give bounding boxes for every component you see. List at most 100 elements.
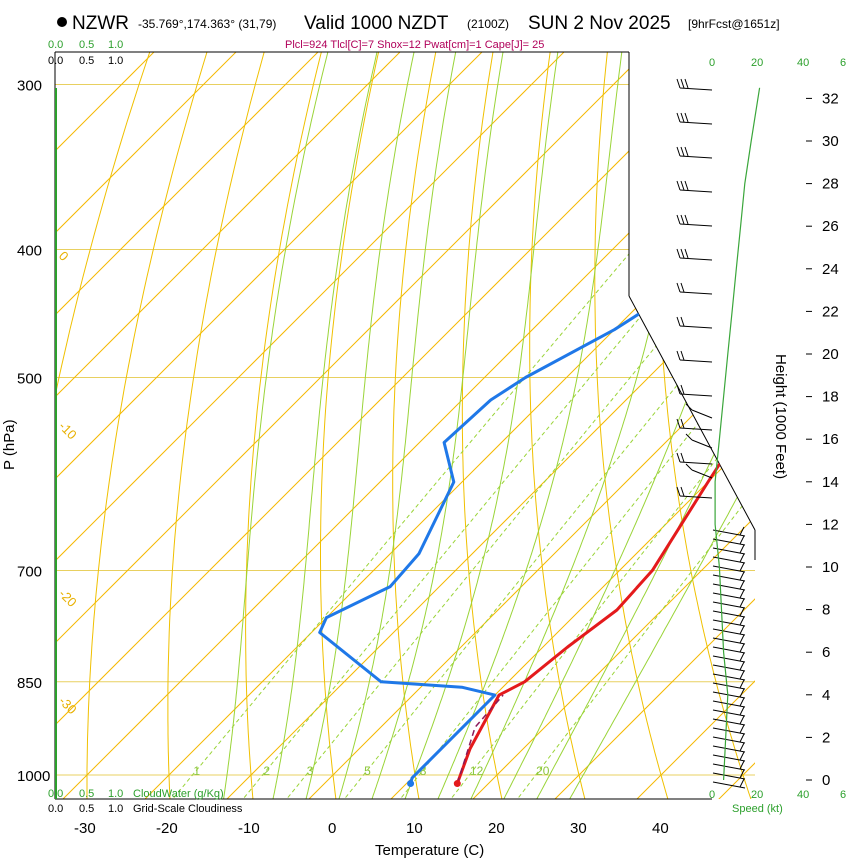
isotherm-line: [55, 52, 332, 799]
speed-top-2: 40: [797, 57, 809, 69]
wind-barb-icon: [712, 733, 746, 744]
valid-date: SUN 2 Nov 2025: [528, 13, 671, 34]
cloud-top-1: 0.5: [79, 55, 94, 67]
x-axis-title: Temperature (C): [375, 842, 484, 859]
plot-frame: [54, 51, 756, 800]
pressure-tick-label: 300: [17, 78, 42, 95]
cloudwater-label: CloudWater (g/Kg): [133, 788, 224, 800]
cloudiness-label: Grid-Scale Cloudiness: [133, 803, 243, 815]
axes: -30-20-100102030402503004005007008501000…: [17, 78, 839, 837]
moist-adiabat: [304, 52, 437, 799]
cloud-bottom-green-0: 0.0: [48, 788, 63, 800]
isotherm-line: [222, 52, 755, 799]
dry-adiabat: [245, 52, 348, 799]
height-tick-label: 20: [822, 346, 839, 363]
wind-barb-icon: [676, 214, 713, 227]
station-name: NZWR: [72, 13, 129, 34]
wind-barb-icon: [712, 688, 746, 699]
x-tick-label: -30: [74, 820, 96, 837]
isotherm-line: [55, 52, 660, 799]
height-tick-label: 8: [822, 602, 830, 619]
speed-top-3: 6: [840, 57, 846, 69]
dry-adiabat: [320, 52, 402, 799]
pressure-tick-label: 700: [17, 563, 42, 580]
isotherm-label: -20: [56, 586, 80, 610]
speed-scale: 0 20 40 6 0 20 40 6 Speed (kt): [709, 57, 846, 815]
cloud-bottom-green-1: 0.5: [79, 788, 94, 800]
y-axis-title: P (hPa): [1, 419, 18, 470]
wind-barb-icon: [712, 580, 746, 591]
moist-adiabat: [566, 52, 755, 799]
moist-adiabat: [370, 52, 522, 799]
isotherm-line: [632, 52, 755, 799]
wind-barb-icon: [676, 282, 713, 295]
wind-barb-icon: [685, 463, 713, 479]
wind-barb-icon: [712, 544, 746, 555]
x-tick-label: 10: [406, 820, 423, 837]
wind-barb-icon: [676, 78, 713, 91]
wind-barb-icon: [712, 679, 746, 690]
height-tick-label: 6: [822, 644, 830, 661]
surface-dewpoint-marker: [407, 780, 415, 788]
isotherm-label: 0: [56, 248, 72, 264]
isotherm-line: [140, 52, 755, 799]
isotherm-line: [55, 52, 496, 799]
dry-adiabat: [392, 52, 457, 799]
wind-barb-icon: [712, 751, 746, 762]
mixing-ratio-label: 1: [193, 764, 200, 778]
wind-barb-icon: [676, 248, 713, 261]
pressure-tick-label: 1000: [17, 768, 50, 785]
cloud-top-0: 0.0: [48, 55, 63, 67]
wind-profile: [676, 78, 746, 789]
moist-adiabat: [222, 52, 355, 799]
mixing-ratio-line: [514, 249, 755, 799]
dry-adiabat: [55, 52, 184, 799]
isotherm-line: [468, 52, 755, 799]
mixing-ratio-label: 20: [536, 764, 550, 778]
mixing-ratio-line: [283, 249, 737, 799]
wind-barb-icon: [712, 643, 746, 654]
isotherm-line: [550, 52, 755, 799]
moist-adiabat: [435, 52, 636, 799]
pressure-tick-label: 850: [17, 675, 42, 692]
height-tick-label: 18: [822, 389, 839, 406]
wind-barb-icon: [712, 526, 746, 537]
isotherm-line: [55, 52, 250, 799]
wind-barb-icon: [676, 486, 713, 499]
height-profile: [714, 87, 761, 781]
cloud-bottom-0: 0.0: [48, 803, 63, 815]
speed-top-1: 20: [751, 57, 763, 69]
wind-barb-icon: [676, 112, 713, 125]
height-axis-title: Height (1000 Feet): [772, 354, 789, 479]
mixing-ratio-label: 3: [307, 764, 314, 778]
wind-barb-icon: [685, 433, 713, 449]
isotherm-line: [55, 52, 742, 799]
mixing-ratio-line: [340, 249, 755, 799]
moist-adiabat: [402, 52, 574, 799]
valid-time: Valid 1000 NZDT: [304, 13, 449, 34]
isotherm-line: [386, 52, 755, 799]
height-speed-line: [714, 87, 761, 781]
height-tick-label: 24: [822, 261, 839, 278]
dry-adiabat: [594, 52, 670, 799]
wind-barb-icon: [712, 769, 746, 780]
height-tick-label: 22: [822, 303, 839, 320]
wind-barb-icon: [712, 715, 746, 726]
utc-time: (2100Z): [467, 17, 509, 31]
speed-bottom-1: 20: [751, 789, 763, 801]
isotherm-label: -10: [56, 418, 80, 442]
cloud-top-2: 1.0: [108, 55, 123, 67]
wind-barb-icon: [676, 452, 713, 465]
x-tick-label: 30: [570, 820, 587, 837]
header: NZWR -35.769°,174.363° (31,79) Valid 100…: [57, 13, 780, 51]
x-tick-label: -10: [238, 820, 260, 837]
moist-adiabat: [534, 52, 755, 799]
forecast-info: [9hrFcst@1651z]: [688, 17, 780, 31]
mixing-ratio-label: 12: [470, 764, 484, 778]
x-tick-label: 20: [488, 820, 505, 837]
wind-barb-icon: [676, 316, 713, 329]
wind-barb-icon: [712, 625, 746, 636]
height-tick-label: 32: [822, 90, 839, 107]
